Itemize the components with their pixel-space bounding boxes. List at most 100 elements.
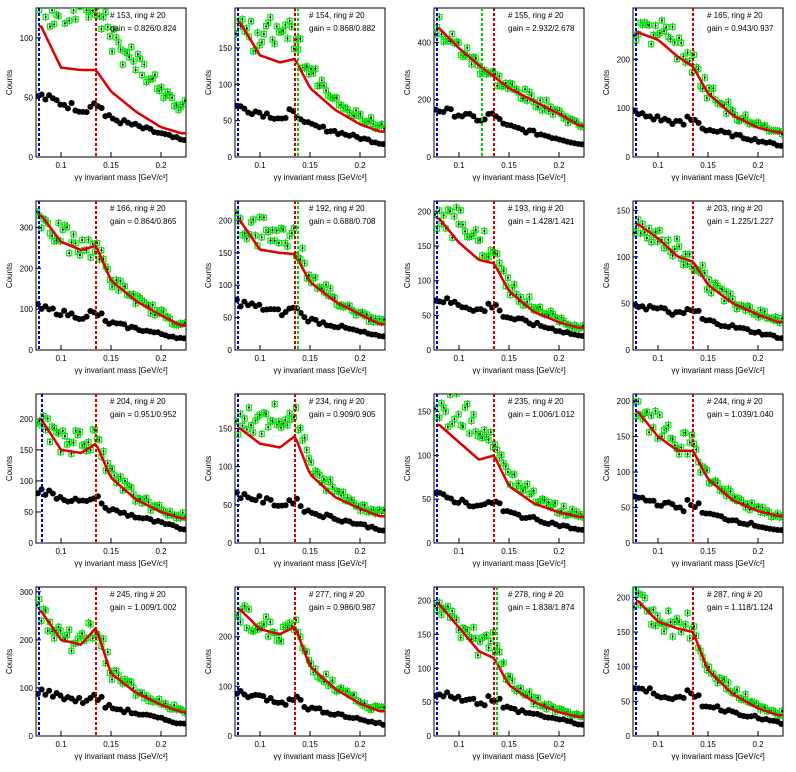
data-star (87, 238, 90, 241)
histogram-panel: 0.1 0.15 0.2 0 50 100 150 200 γγ invariant mass … (398, 193, 597, 386)
green-data-point (262, 410, 270, 417)
green-data-point (91, 426, 99, 434)
x-axis-label: γγ invariant mass [GeV/c²] (671, 752, 764, 761)
x-axis-label: γγ invariant mass [GeV/c²] (671, 366, 764, 375)
data-star (245, 428, 248, 431)
fit-curve (237, 21, 385, 133)
x-axis-label: γγ invariant mass [GeV/c²] (273, 173, 366, 182)
green-data-point (51, 21, 58, 28)
data-star (539, 305, 542, 308)
x-tick-label: 0.1 (453, 547, 465, 556)
data-star (260, 41, 263, 44)
green-data-point (643, 408, 651, 415)
y-tick-label: 100 (617, 468, 631, 477)
green-data-point (481, 227, 488, 235)
background-data-point (275, 306, 282, 313)
y-tick-label: 100 (20, 684, 34, 693)
data-star (472, 413, 475, 416)
histogram-panel: 0.1 0.15 0.2 0 50 100 150 γγ invariant mass [Ge… (199, 386, 398, 579)
green-data-point (684, 609, 691, 617)
panel-svg: 0.1 0.15 0.2 0 50 100 150 200 γγ invariant mass … (5, 393, 187, 568)
data-star (51, 9, 54, 12)
data-star (474, 228, 477, 231)
background-data-point (320, 123, 327, 130)
data-star (72, 441, 75, 444)
data-star (690, 71, 693, 74)
data-star (750, 501, 753, 504)
green-data-point (434, 405, 439, 412)
background-data-point (695, 307, 702, 314)
data-star (667, 609, 670, 612)
green-data-point (645, 429, 653, 436)
background-data-point (669, 501, 676, 508)
x-tick-label: 0.15 (700, 740, 716, 749)
green-data-point (714, 479, 721, 486)
data-star (265, 615, 268, 618)
data-star (453, 215, 456, 218)
green-data-point (500, 267, 507, 274)
data-star (141, 74, 144, 77)
x-tick-label: 0.2 (155, 547, 167, 556)
data-star (761, 506, 764, 509)
background-data-point (282, 701, 289, 708)
background-data-point (181, 720, 186, 727)
data-star (72, 9, 75, 12)
data-star (686, 262, 689, 265)
data-star (145, 496, 148, 499)
data-star (262, 623, 265, 626)
green-data-point (778, 315, 783, 322)
data-star (673, 444, 676, 447)
data-star (81, 632, 84, 635)
green-data-point (727, 488, 734, 495)
green-data-point (280, 27, 287, 34)
histogram-panel: 0.1 0.15 0.2 0 50 100 150 200 γγ invariant mass … (398, 579, 597, 772)
histogram-panel: 0.1 0.15 0.2 0 50 100 150 200 γγ invariant mass … (597, 386, 796, 579)
green-data-point (290, 45, 298, 52)
background-data-point (778, 335, 783, 342)
data-star (654, 624, 657, 627)
data-star (532, 489, 535, 492)
data-star (102, 16, 105, 19)
panel-label: # 166, ring # 20 (110, 204, 166, 213)
x-axis-label: γγ invariant mass [GeV/c²] (74, 173, 167, 182)
y-tick-label: 200 (617, 55, 631, 64)
panel-label: # 193, ring # 20 (508, 204, 564, 213)
background-data-point (36, 490, 41, 497)
green-data-point (496, 73, 503, 80)
green-data-point (267, 14, 274, 21)
background-data-point (496, 116, 503, 123)
data-star (633, 34, 636, 37)
x-tick-label: 0.2 (553, 161, 565, 170)
data-star (678, 36, 681, 39)
x-tick-label: 0.2 (752, 354, 764, 363)
green-data-point (63, 224, 71, 231)
data-star (735, 688, 738, 691)
data-star (151, 304, 154, 307)
data-star (282, 422, 285, 425)
green-data-point (459, 423, 467, 430)
data-star (461, 425, 464, 428)
y-tick-label: 100 (418, 277, 432, 286)
green-data-point (652, 407, 659, 415)
data-star (61, 429, 64, 432)
data-star (481, 254, 484, 257)
background-data-point (46, 687, 53, 694)
x-tick-label: 0.15 (700, 547, 716, 556)
green-data-point (449, 30, 456, 38)
green-data-point (667, 619, 674, 626)
green-data-point (265, 423, 272, 431)
green-data-point (474, 652, 482, 659)
data-star (682, 55, 685, 58)
green-data-point (528, 92, 535, 99)
data-star (648, 227, 651, 230)
data-star (489, 640, 492, 643)
background-data-point (579, 526, 584, 533)
data-star (697, 68, 700, 71)
green-data-point (361, 502, 368, 509)
data-star (667, 423, 670, 426)
panel-label: # 235, ring # 20 (508, 397, 564, 406)
green-data-point (487, 428, 494, 436)
green-data-point (438, 611, 445, 618)
histogram-panel: 0.1 0.15 0.2 0 50 100 150 200 γγ invariant mass … (597, 579, 796, 772)
background-data-point (316, 705, 323, 712)
